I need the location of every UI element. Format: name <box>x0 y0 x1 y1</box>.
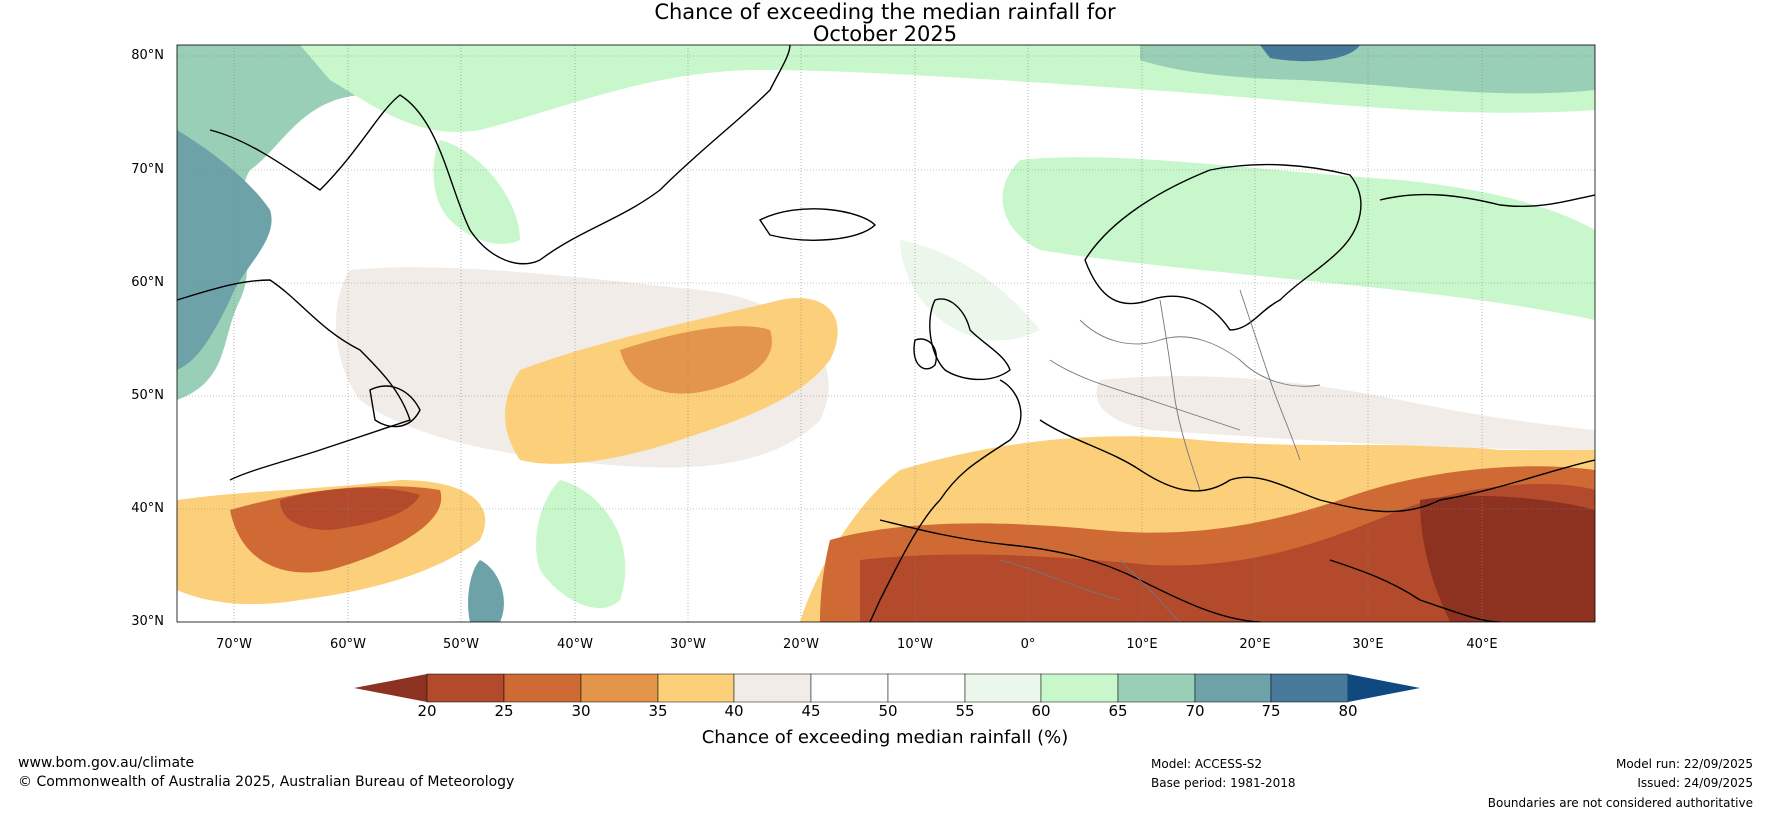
colorbar-extend-high <box>1348 674 1420 702</box>
lon-label-0: 0° <box>1020 637 1036 652</box>
lon-label-10w: 10°W <box>897 637 933 652</box>
lon-label-30e: 30°E <box>1352 637 1384 652</box>
field-verylow-sahara <box>860 484 1595 622</box>
colorbar-tick: 65 <box>1108 702 1128 720</box>
footer-copyright: © Commonwealth of Australia 2025, Austra… <box>18 774 515 790</box>
colorbar-tick: 55 <box>955 702 975 720</box>
colorbar <box>354 673 1420 703</box>
ireland <box>913 338 937 370</box>
colorbar-bin-55-60 <box>964 673 1042 703</box>
colorbar-tick: 50 <box>878 702 898 720</box>
footer-issued: Issued: 24/09/2025 <box>1637 776 1753 790</box>
field-verylow-sw <box>280 488 420 530</box>
lat-label-50n: 50°N <box>131 388 164 403</box>
europe-coast <box>869 379 1595 622</box>
field-top-teal <box>1140 45 1595 94</box>
field-extreme-east <box>1420 495 1595 622</box>
field-low-atlantic <box>620 326 772 394</box>
colorbar-label: Chance of exceeding median rainfall (%) <box>701 727 1069 748</box>
colorbar-tick: 70 <box>1185 702 1205 720</box>
iceland <box>758 208 876 241</box>
lon-label-70w: 70°W <box>216 637 252 652</box>
map-title-line-1: Chance of exceeding the median rainfall … <box>654 0 1116 24</box>
field-high-nw <box>177 45 520 400</box>
map-title-line-2: October 2025 <box>812 22 958 46</box>
colorbar-bin-25-30 <box>503 673 582 703</box>
lon-label-20w: 20°W <box>783 637 819 652</box>
rainfall-probability-fields <box>177 45 1595 622</box>
colorbar-tick: 80 <box>1338 702 1358 720</box>
field-europe-lightgreen <box>900 240 1040 341</box>
lon-label-30w: 30°W <box>670 637 706 652</box>
lon-label-20e: 20°E <box>1239 637 1271 652</box>
colorbar-tick: 30 <box>571 702 591 720</box>
colorbar-bin-65-70 <box>1117 673 1196 703</box>
field-greenland-green <box>433 140 520 244</box>
colorbar-bin-35-40 <box>657 673 735 703</box>
colorbar-tick: 20 <box>417 702 437 720</box>
lon-label-10e: 10°E <box>1126 637 1158 652</box>
field-top-blue <box>1260 45 1360 62</box>
footer-model-run: Model run: 22/09/2025 <box>1615 757 1753 771</box>
lon-label-40w: 40°W <box>557 637 593 652</box>
field-atlantic-green <box>536 480 626 609</box>
lat-label-40n: 40°N <box>131 501 164 516</box>
colorbar-bin-45-50 <box>810 673 889 703</box>
field-europe-green <box>1002 157 1595 320</box>
colorbar-extend-low <box>354 674 427 702</box>
greenland-coast <box>209 45 791 265</box>
lat-label-60n: 60°N <box>131 275 164 290</box>
colorbar-tick: 35 <box>648 702 668 720</box>
lon-label-40e: 40°E <box>1466 637 1498 652</box>
colorbar-bin-60-65 <box>1040 673 1119 703</box>
footer-model: Model: ACCESS-S2 <box>1151 757 1263 771</box>
map-frame <box>176 44 1596 623</box>
colorbar-tick: 45 <box>801 702 821 720</box>
labrador-coast <box>177 279 411 481</box>
colorbar-tick: 40 <box>724 702 744 720</box>
russia-coast <box>1379 193 1595 208</box>
lon-label-50w: 50°W <box>443 637 479 652</box>
colorbar-tick: 25 <box>494 702 514 720</box>
lat-label-80n: 80°N <box>131 48 164 63</box>
colorbar-bin-40-45 <box>733 673 812 703</box>
country-borders <box>999 289 1321 622</box>
colorbar-bin-20-25 <box>426 673 505 703</box>
colorbar-tick: 75 <box>1261 702 1281 720</box>
lon-label-60w: 60°W <box>330 637 366 652</box>
colorbar-bin-70-75 <box>1194 673 1272 703</box>
lat-label-30n: 30°N <box>131 614 164 629</box>
field-veryhigh-nw <box>177 130 272 370</box>
footer-base-period: Base period: 1981-2018 <box>1151 776 1296 790</box>
colorbar-tick: 60 <box>1031 702 1051 720</box>
newfoundland <box>369 385 421 428</box>
africa-coast <box>879 519 1501 622</box>
coastlines <box>177 45 1595 622</box>
scandinavia <box>1084 163 1362 331</box>
field-atlantic-teal <box>468 560 504 622</box>
colorbar-bin-50-55 <box>887 673 966 703</box>
graticule <box>177 45 1595 622</box>
colorbar-bin-30-35 <box>580 673 659 703</box>
lat-label-70n: 70°N <box>131 162 164 177</box>
footer-url: www.bom.gov.au/climate <box>18 755 195 771</box>
british-isles <box>929 298 1011 381</box>
field-neutral-eastern-europe <box>1096 376 1595 450</box>
footer-disclaimer: Boundaries are not considered authoritat… <box>1487 796 1753 810</box>
colorbar-bin-75-80 <box>1270 673 1349 703</box>
